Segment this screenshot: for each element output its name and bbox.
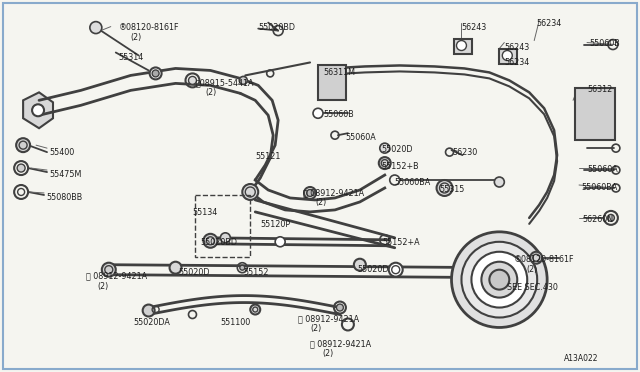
Circle shape [451,232,547,327]
Circle shape [354,259,366,271]
Circle shape [32,104,44,116]
Text: 55121: 55121 [255,152,280,161]
Text: 55060BA: 55060BA [395,178,431,187]
Text: ®08120-8161F: ®08120-8161F [515,255,575,264]
Text: 55400: 55400 [49,148,74,157]
Circle shape [379,157,391,169]
Text: 55134: 55134 [193,208,218,217]
Text: 55120P: 55120P [260,220,291,229]
Bar [318,65,346,100]
Text: 55020D: 55020D [382,145,413,154]
Circle shape [502,51,512,61]
Text: 55314: 55314 [119,52,144,61]
Bar [575,89,615,140]
Text: (2): (2) [131,33,142,42]
Bar [195,195,250,257]
Circle shape [461,242,537,318]
Text: 55060A: 55060A [587,165,618,174]
Text: 55475M: 55475M [49,170,81,179]
Circle shape [456,41,467,51]
Text: 55152+B: 55152+B [382,162,419,171]
Circle shape [307,189,314,196]
Text: Ⓝ 08912-9421A: Ⓝ 08912-9421A [303,188,364,197]
Circle shape [337,304,344,311]
Bar [499,48,517,64]
Circle shape [240,265,244,270]
Text: SEE SEC.430: SEE SEC.430 [508,283,558,292]
Circle shape [239,76,247,84]
Circle shape [243,184,258,200]
Text: 55060B: 55060B [589,39,620,48]
Text: ®08120-8161F: ®08120-8161F [119,23,179,32]
Circle shape [494,177,504,187]
Text: 56260N: 56260N [582,215,613,224]
Text: 56234: 56234 [504,58,529,67]
FancyBboxPatch shape [3,3,637,369]
Circle shape [481,262,517,298]
Circle shape [250,305,260,314]
Circle shape [220,233,230,243]
Text: Ⓝ 08912-9421A: Ⓝ 08912-9421A [310,339,371,349]
Circle shape [143,305,155,317]
Text: 56234: 56234 [536,19,561,28]
Text: 55315: 55315 [440,185,465,194]
Circle shape [380,143,390,153]
Text: 55020D: 55020D [358,265,389,274]
Circle shape [102,263,116,277]
Text: 55060BA: 55060BA [581,183,617,192]
Text: 55020BD: 55020BD [200,238,237,247]
Circle shape [530,252,542,264]
Bar [454,39,472,54]
Text: 55020BD: 55020BD [258,23,295,32]
Circle shape [170,262,182,274]
Text: (2): (2) [322,349,333,358]
Circle shape [388,263,403,277]
Text: 55060B: 55060B [323,110,354,119]
Circle shape [204,234,218,248]
Circle shape [152,70,159,77]
Circle shape [436,180,452,196]
Circle shape [90,22,102,33]
Text: Ⓝ 08912-9421A: Ⓝ 08912-9421A [298,314,359,324]
Text: 55020D: 55020D [179,268,210,277]
Circle shape [150,67,161,79]
Circle shape [16,138,30,152]
Text: 55060A: 55060A [345,133,376,142]
Text: 56312: 56312 [587,86,612,94]
Text: 55152+A: 55152+A [383,238,420,247]
Text: 56311M: 56311M [323,68,355,77]
Text: 56243: 56243 [461,23,486,32]
Polygon shape [23,92,53,128]
Text: (2): (2) [315,198,326,207]
Circle shape [313,108,323,118]
Text: 55020DA: 55020DA [134,318,171,327]
Text: 551100: 551100 [220,318,251,327]
Circle shape [17,164,25,172]
Circle shape [472,252,527,308]
Text: (2): (2) [98,282,109,291]
Text: (2): (2) [526,265,538,274]
Circle shape [275,237,285,247]
Text: A13A022: A13A022 [564,355,598,363]
Text: (2): (2) [310,324,321,333]
Text: Ⓝ 08912-9421A: Ⓝ 08912-9421A [86,272,147,281]
Text: 56230: 56230 [452,148,477,157]
Text: 56243: 56243 [504,42,529,52]
Circle shape [189,76,196,84]
Text: 55080BB: 55080BB [46,193,83,202]
Circle shape [490,270,509,290]
Text: (2): (2) [205,89,217,97]
Text: Ⓦ08915-5441A: Ⓦ08915-5441A [195,78,254,87]
Text: 55152: 55152 [243,268,269,277]
Circle shape [607,214,614,221]
